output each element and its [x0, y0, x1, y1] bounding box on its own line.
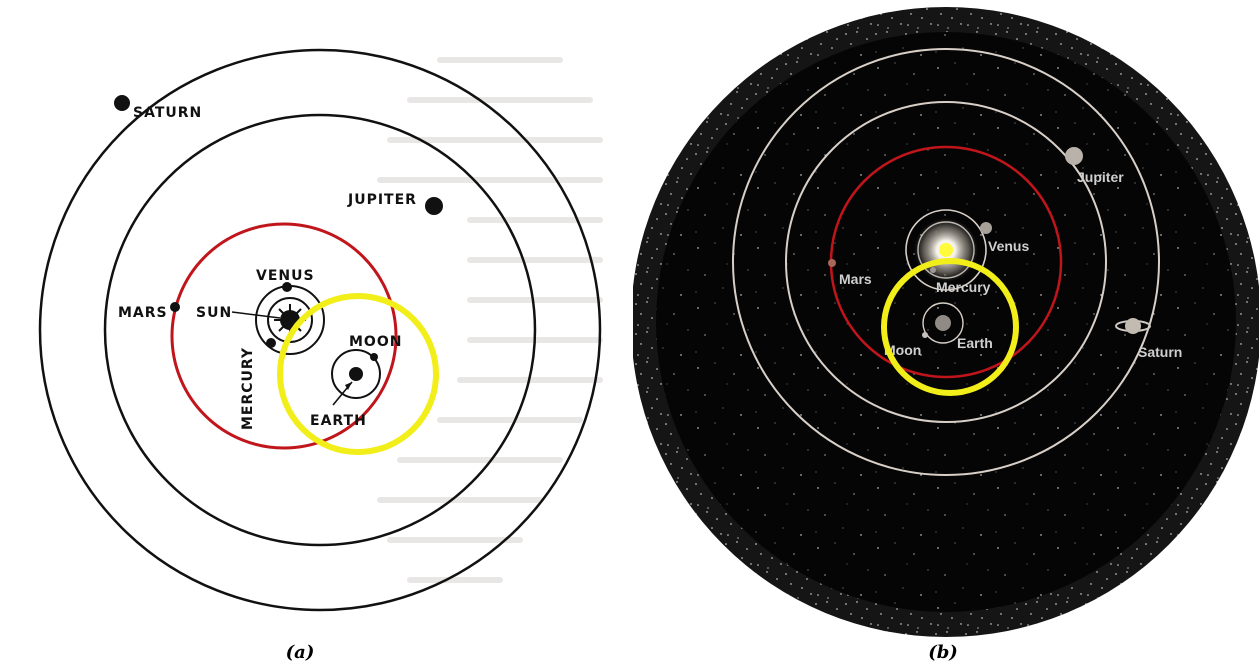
- jupiter-label: JUPITER: [347, 192, 417, 208]
- venus-planet-icon: [980, 222, 992, 234]
- earth-planet-icon: [935, 315, 951, 331]
- saturn-label: Saturn: [1138, 344, 1182, 360]
- moon-orbit: [922, 302, 964, 344]
- jupiter-orbit: [785, 101, 1107, 423]
- venus-orbit: [905, 209, 987, 291]
- mars-label: Mars: [839, 271, 872, 287]
- mars-planet-icon: [170, 302, 180, 312]
- sun-icon: [939, 243, 953, 257]
- jupiter-planet-icon: [1065, 147, 1083, 165]
- saturn-planet-icon: [1115, 318, 1151, 334]
- mercury-planet-icon: [266, 338, 276, 348]
- moon-label: Moon: [884, 342, 921, 358]
- highlight-circle: [881, 258, 1019, 396]
- mercury-orbit: [267, 297, 313, 343]
- earth-label: EARTH: [310, 413, 367, 429]
- rendered-diagram: Jupiter Venus Mars Mercury Moon Earth Sa…: [633, 7, 1259, 637]
- panel-b-rendered: Jupiter Venus Mars Mercury Moon Earth Sa…: [633, 0, 1259, 640]
- venus-planet-icon: [282, 282, 292, 292]
- saturn-planet-icon: [114, 95, 130, 111]
- highlight-circle: [277, 293, 439, 455]
- sun-label: SUN: [196, 305, 232, 321]
- mars-planet-icon: [828, 259, 836, 267]
- mars-orbit: [170, 222, 398, 450]
- mercury-label: MERCURY: [240, 347, 256, 430]
- panel-b-caption: (b): [928, 642, 958, 663]
- mercury-label: Mercury: [936, 279, 991, 295]
- jupiter-planet-icon: [425, 197, 443, 215]
- background-text-lines: [377, 57, 603, 583]
- venus-label: VENUS: [256, 268, 315, 284]
- earth-planet-icon: [349, 367, 363, 381]
- jupiter-orbit: [103, 113, 537, 547]
- sun-pointer-line: [231, 311, 281, 319]
- venus-label: Venus: [988, 238, 1029, 254]
- saturn-label: SATURN: [133, 105, 202, 121]
- panel-a-sketch: SATURN JUPITER VENUS MARS SUN MERCURY MO…: [0, 0, 620, 640]
- sketch-diagram: SATURN JUPITER VENUS MARS SUN MERCURY MO…: [38, 48, 603, 612]
- mars-label: MARS: [118, 305, 168, 321]
- saturn-orbit: [732, 48, 1160, 476]
- moon-planet-icon: [370, 353, 378, 361]
- jupiter-label: Jupiter: [1077, 169, 1124, 185]
- saturn-orbit: [38, 48, 602, 612]
- moon-orbit: [331, 349, 381, 399]
- moon-label: MOON: [349, 334, 402, 350]
- earth-label: Earth: [957, 335, 993, 351]
- panel-a-caption: (a): [285, 642, 315, 663]
- mercury-planet-icon: [930, 267, 936, 273]
- moon-planet-icon: [922, 332, 928, 338]
